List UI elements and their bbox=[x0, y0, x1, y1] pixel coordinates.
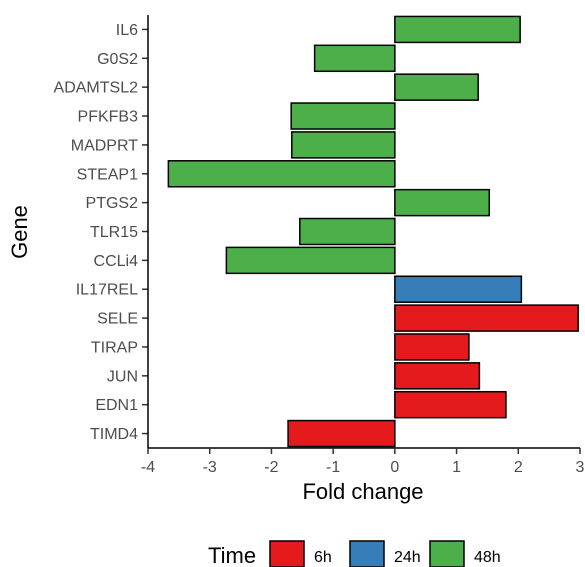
x-tick-label: 2 bbox=[514, 459, 523, 476]
bar-timd4 bbox=[287, 419, 396, 448]
axes-layer: IL6 G0S2 ADAMTSL2 PFKFB3 MADPRT STEAP1 PTGS2 TL… bbox=[54, 15, 585, 476]
y-tick-label-tirap: TIRAP bbox=[91, 339, 138, 356]
x-tick-label: -2 bbox=[264, 459, 278, 476]
x-tick-label: 0 bbox=[390, 459, 399, 476]
bar-adamtsl2 bbox=[394, 73, 479, 101]
bar-jun bbox=[394, 362, 481, 390]
y-tick-label-timd4: TIMD4 bbox=[90, 426, 138, 443]
bar-ccli4 bbox=[225, 246, 396, 275]
legend-label-48h: 48h bbox=[474, 549, 501, 566]
legend-title: Time bbox=[208, 543, 256, 567]
bar-pfkfb3 bbox=[290, 102, 396, 130]
legend-swatch-24h bbox=[349, 540, 385, 567]
y-tick-label-pfkfb3: PFKFB3 bbox=[78, 109, 139, 126]
y-tick-label-sele: SELE bbox=[97, 311, 138, 328]
bar-steap1 bbox=[167, 160, 396, 188]
x-tick-label: -1 bbox=[326, 459, 340, 476]
y-tick-label-ccli4: CCLi4 bbox=[94, 253, 139, 270]
bar-tirap bbox=[394, 333, 470, 361]
bar-tlr15 bbox=[299, 217, 396, 246]
y-tick-label-steap1: STEAP1 bbox=[77, 166, 138, 183]
bar-ptgs2 bbox=[394, 188, 491, 217]
x-axis-title: Fold change bbox=[302, 479, 423, 504]
y-tick-label-tlr15: TLR15 bbox=[90, 224, 138, 241]
bars-layer bbox=[167, 15, 579, 448]
y-tick-label-adamtsl2: ADAMTSL2 bbox=[54, 80, 139, 97]
y-tick-label-madprt: MADPRT bbox=[71, 137, 138, 154]
bar-il6 bbox=[394, 15, 521, 44]
bar-edn1 bbox=[394, 390, 507, 419]
y-tick-label-il6: IL6 bbox=[116, 22, 138, 39]
x-tick-label: -4 bbox=[141, 459, 155, 476]
y-tick-label-g0s2: G0S2 bbox=[97, 51, 138, 68]
y-tick-label-edn1: EDN1 bbox=[95, 397, 138, 414]
bar-il17rel bbox=[394, 275, 523, 303]
legend-label-6h: 6h bbox=[314, 549, 332, 566]
y-tick-label-jun: JUN bbox=[107, 368, 138, 385]
bar-madprt bbox=[291, 131, 396, 159]
y-tick-label-ptgs2: PTGS2 bbox=[86, 195, 139, 212]
bar-g0s2 bbox=[313, 44, 396, 73]
y-tick-label-il17rel: IL17REL bbox=[76, 282, 138, 299]
x-tick-label: -3 bbox=[203, 459, 217, 476]
x-tick-label: 3 bbox=[576, 459, 585, 476]
legend: Time 6h 24h 48h bbox=[208, 540, 501, 567]
y-axis-title: Gene bbox=[7, 205, 32, 259]
legend-swatch-6h bbox=[269, 540, 305, 567]
bar-sele bbox=[394, 304, 579, 332]
legend-label-24h: 24h bbox=[394, 549, 421, 566]
x-tick-label: 1 bbox=[452, 459, 461, 476]
legend-swatch-48h bbox=[429, 540, 465, 567]
